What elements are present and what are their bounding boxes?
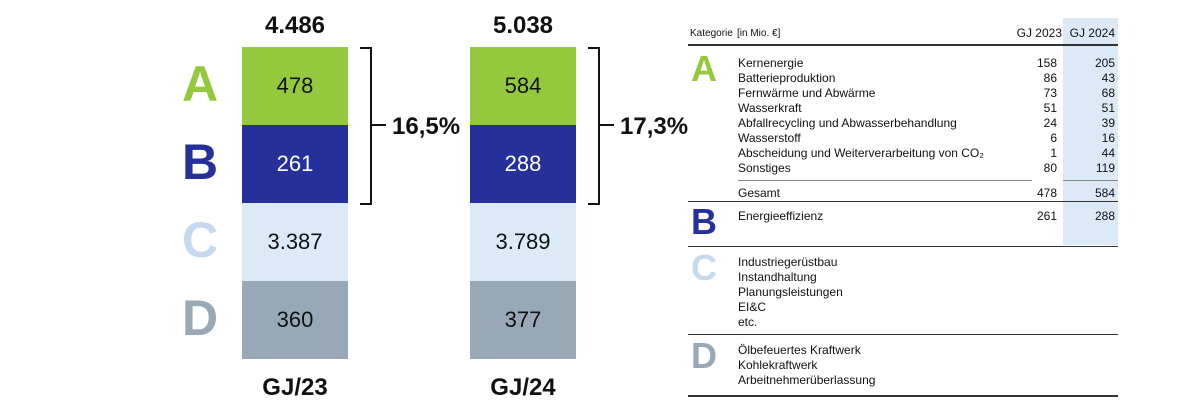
row-value: 51 <box>1043 101 1057 115</box>
category-letter: B <box>181 134 219 190</box>
segment: 360 <box>242 281 348 359</box>
segment: 3.789 <box>470 203 576 281</box>
group-letter: D <box>691 335 717 376</box>
row-name: Arbeitnehmerüberlassung <box>738 373 876 387</box>
bracket <box>588 47 600 205</box>
row-name: Planungsleistungen <box>738 285 843 299</box>
highlight-column <box>1063 18 1118 245</box>
row-name: Abfallrecycling und Abwasserbehandlung <box>738 116 957 130</box>
rule <box>738 180 1032 181</box>
segment: 377 <box>470 281 576 359</box>
segment: 584 <box>470 47 576 125</box>
row-name: etc. <box>738 315 758 329</box>
share: 16,5% <box>392 113 461 140</box>
rule <box>688 246 1118 247</box>
column-total: 4.486 <box>264 12 326 39</box>
row-value: 1 <box>1050 146 1057 160</box>
segment: 288 <box>470 125 576 203</box>
row-value: 43 <box>1101 71 1115 85</box>
row-name: Gesamt <box>738 186 781 200</box>
row-value: 205 <box>1094 56 1115 70</box>
header-unit: [in Mio. €] <box>737 28 781 39</box>
category-letter: C <box>181 212 219 268</box>
group-letter: A <box>691 48 717 89</box>
row-value: 51 <box>1101 101 1115 115</box>
row-name: Abscheidung und Weiterverarbeitung von C… <box>738 146 984 160</box>
row-name: Sonstiges <box>738 161 791 175</box>
row-value: 68 <box>1101 86 1115 100</box>
group-letter: C <box>691 247 717 288</box>
row-name: Fernwärme und Abwärme <box>738 86 876 100</box>
row-value: 6 <box>1050 131 1057 145</box>
rule <box>688 201 1118 202</box>
bracket-tick <box>600 124 614 126</box>
row-value: 119 <box>1095 161 1115 175</box>
group-letter: B <box>691 201 717 242</box>
rule <box>1063 180 1118 181</box>
row-name: Wasserkraft <box>738 101 802 115</box>
row-name: Wasserstoff <box>738 131 801 145</box>
column-label: GJ/23 <box>262 374 328 401</box>
row-value: 73 <box>1043 86 1057 100</box>
bracket-tick <box>372 124 386 126</box>
row-value: 288 <box>1094 209 1115 223</box>
row-value: 584 <box>1094 186 1115 200</box>
row-value: 16 <box>1101 131 1115 145</box>
row-value: 158 <box>1036 56 1057 70</box>
row-name: Industriegerüstbau <box>738 255 838 269</box>
header-year: GJ 2024 <box>1069 26 1115 40</box>
row-name: Kernenergie <box>738 56 804 70</box>
row-name: Energieeffizienz <box>738 209 824 223</box>
category-letter: A <box>181 56 219 112</box>
segment: 478 <box>242 47 348 125</box>
rule <box>688 334 1118 335</box>
row-name: Instandhaltung <box>738 270 817 284</box>
row-value: 80 <box>1043 161 1057 175</box>
row-name: Batterieproduktion <box>738 71 836 85</box>
segment: 261 <box>242 125 348 203</box>
bracket <box>360 47 372 205</box>
header-year: GJ 2023 <box>1016 26 1062 40</box>
row-value: 86 <box>1043 71 1057 85</box>
category-letter: D <box>181 290 219 346</box>
column-total: 5.038 <box>492 12 554 39</box>
row-value: 261 <box>1036 209 1057 223</box>
segment: 3.387 <box>242 203 348 281</box>
column-label: GJ/24 <box>490 374 556 401</box>
row-value: 39 <box>1101 116 1115 130</box>
row-name: EI&C <box>738 300 767 314</box>
rule <box>688 395 1118 397</box>
row-name: Ölbefeuertes Kraftwerk <box>738 343 861 357</box>
row-value: 24 <box>1043 116 1057 130</box>
row-value: 478 <box>1036 186 1057 200</box>
row-value: 44 <box>1101 146 1115 160</box>
row-name: Kohlekraftwerk <box>738 358 818 372</box>
rule <box>688 44 1118 46</box>
share: 17,3% <box>620 113 689 140</box>
header-category: Kategorie <box>690 28 733 39</box>
